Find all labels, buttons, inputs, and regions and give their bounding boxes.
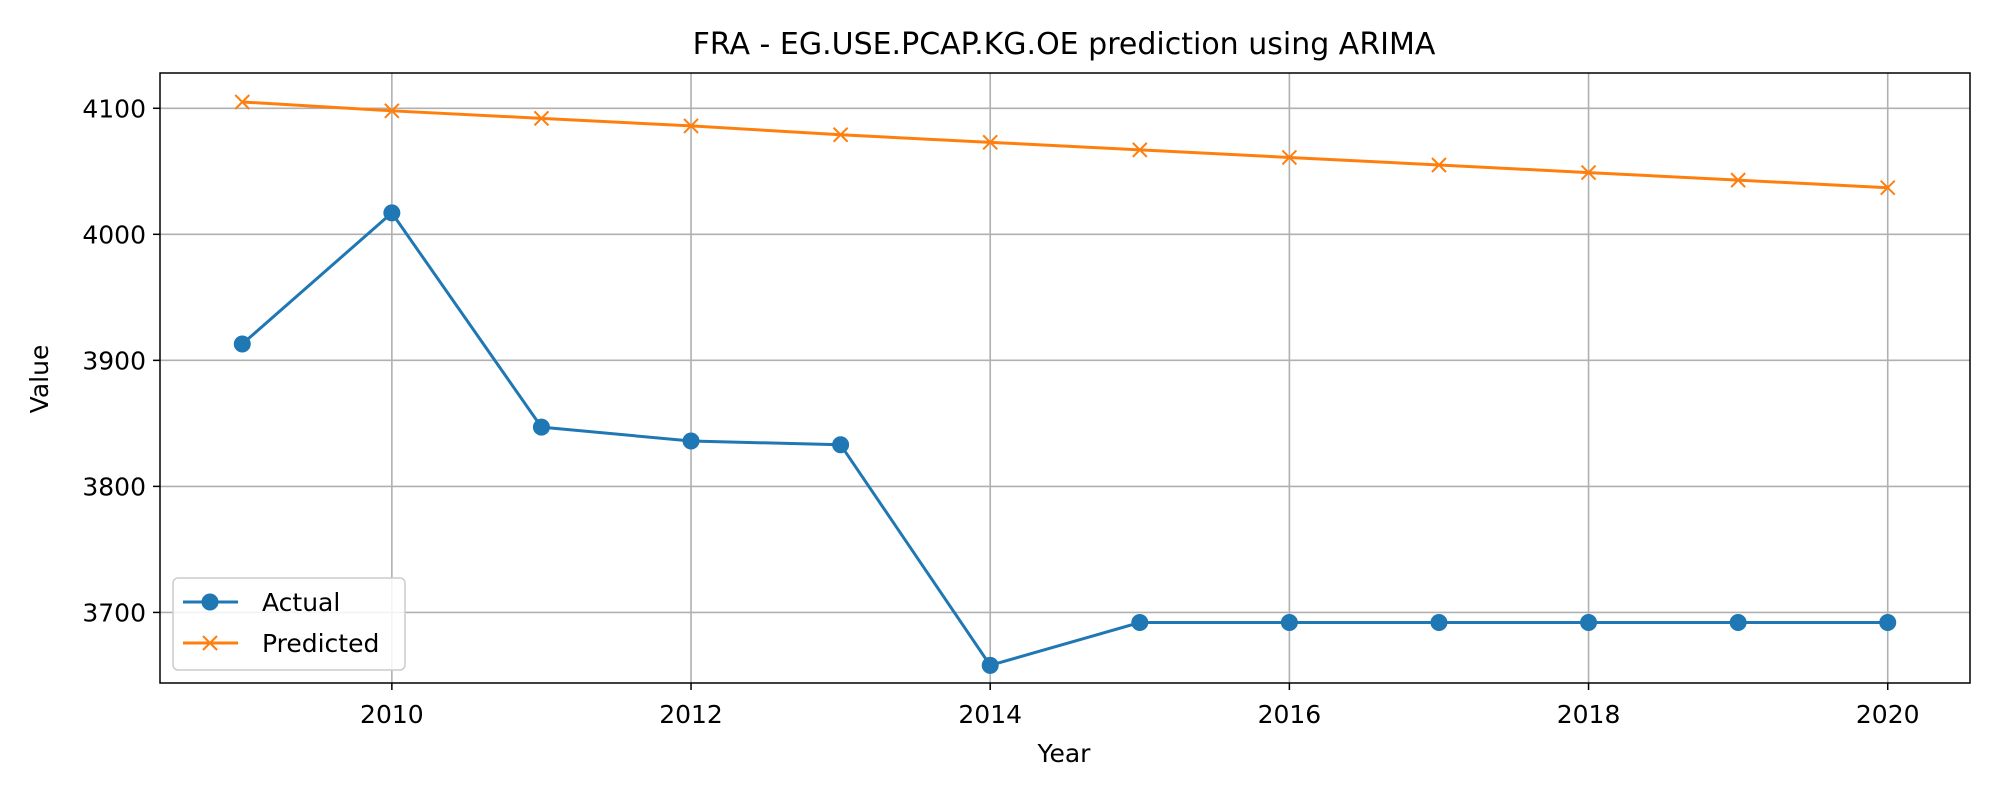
data-point-actual [532, 418, 550, 436]
data-point-actual [981, 656, 999, 674]
x-marker-stroke [832, 127, 849, 143]
data-point-actual [832, 436, 850, 454]
data-point-actual [1580, 614, 1598, 632]
x-marker-stroke [1880, 179, 1896, 196]
data-point-predicted [1431, 157, 1447, 173]
data-point-actual [383, 204, 401, 222]
legend-label-predicted: Predicted [262, 629, 379, 658]
data-point-predicted [832, 127, 849, 143]
grid [160, 73, 1970, 683]
y-tick-label: 4100 [82, 94, 146, 123]
x-marker-stroke [234, 94, 250, 110]
data-point-actual [1131, 614, 1149, 632]
x-marker-stroke [1132, 142, 1148, 158]
data-point-predicted [1730, 172, 1746, 188]
legend-label-actual: Actual [262, 588, 340, 617]
x-marker-stroke [683, 118, 699, 134]
x-axis-label: Year [1037, 739, 1092, 768]
x-marker-stroke [1730, 172, 1746, 188]
data-point-predicted [1580, 164, 1597, 181]
x-tick-label: 2020 [1856, 700, 1920, 729]
data-point-predicted [1281, 149, 1298, 166]
x-marker-stroke [533, 110, 550, 127]
chart-title: FRA - EG.USE.PCAP.KG.OE prediction using… [693, 27, 1436, 62]
series-line-predicted [242, 100, 1888, 190]
y-tick-label: 3900 [82, 346, 146, 375]
data-point-predicted [1132, 142, 1148, 158]
y-tick-label: 4000 [82, 220, 146, 249]
data-point-actual [682, 432, 700, 450]
data-point-actual [1430, 614, 1448, 632]
ticks: 2010 2012 2014 2016 2018 2020 3700 3800 3900 4000… [82, 94, 1919, 729]
x-tick-label: 2010 [360, 700, 424, 729]
x-marker-stroke [202, 635, 218, 651]
data-point-actual [1879, 614, 1897, 632]
data-point-actual [233, 335, 251, 353]
series-actual [233, 204, 1897, 674]
y-tick-label: 3800 [82, 472, 146, 501]
x-marker-stroke [1580, 164, 1597, 181]
data-point-predicted [533, 110, 550, 127]
x-tick-label: 2012 [659, 700, 723, 729]
x-marker-stroke [982, 134, 998, 151]
x-tick-label: 2018 [1557, 700, 1621, 729]
legend: Actual Predicted [172, 577, 406, 671]
plot-frame [159, 72, 1971, 684]
series-layer [233, 94, 1897, 674]
y-axis-label: Value [25, 345, 54, 414]
x-marker-stroke [1431, 157, 1447, 173]
x-tick-label: 2016 [1258, 700, 1322, 729]
data-point-predicted [234, 94, 250, 110]
x-marker-stroke [384, 103, 400, 119]
data-point-actual [1729, 614, 1747, 632]
series-line-actual [241, 211, 1888, 667]
data-point-actual [1280, 614, 1298, 632]
x-marker-stroke [1281, 149, 1298, 166]
legend-marker-predicted [202, 635, 218, 651]
data-point-predicted [683, 118, 699, 134]
data-point-predicted [982, 134, 998, 151]
legend-marker-actual [201, 593, 219, 611]
x-tick-label: 2014 [958, 700, 1022, 729]
data-point-predicted [384, 103, 400, 119]
y-tick-label: 3700 [82, 598, 146, 627]
data-point-predicted [1880, 179, 1896, 196]
series-predicted [234, 94, 1896, 196]
